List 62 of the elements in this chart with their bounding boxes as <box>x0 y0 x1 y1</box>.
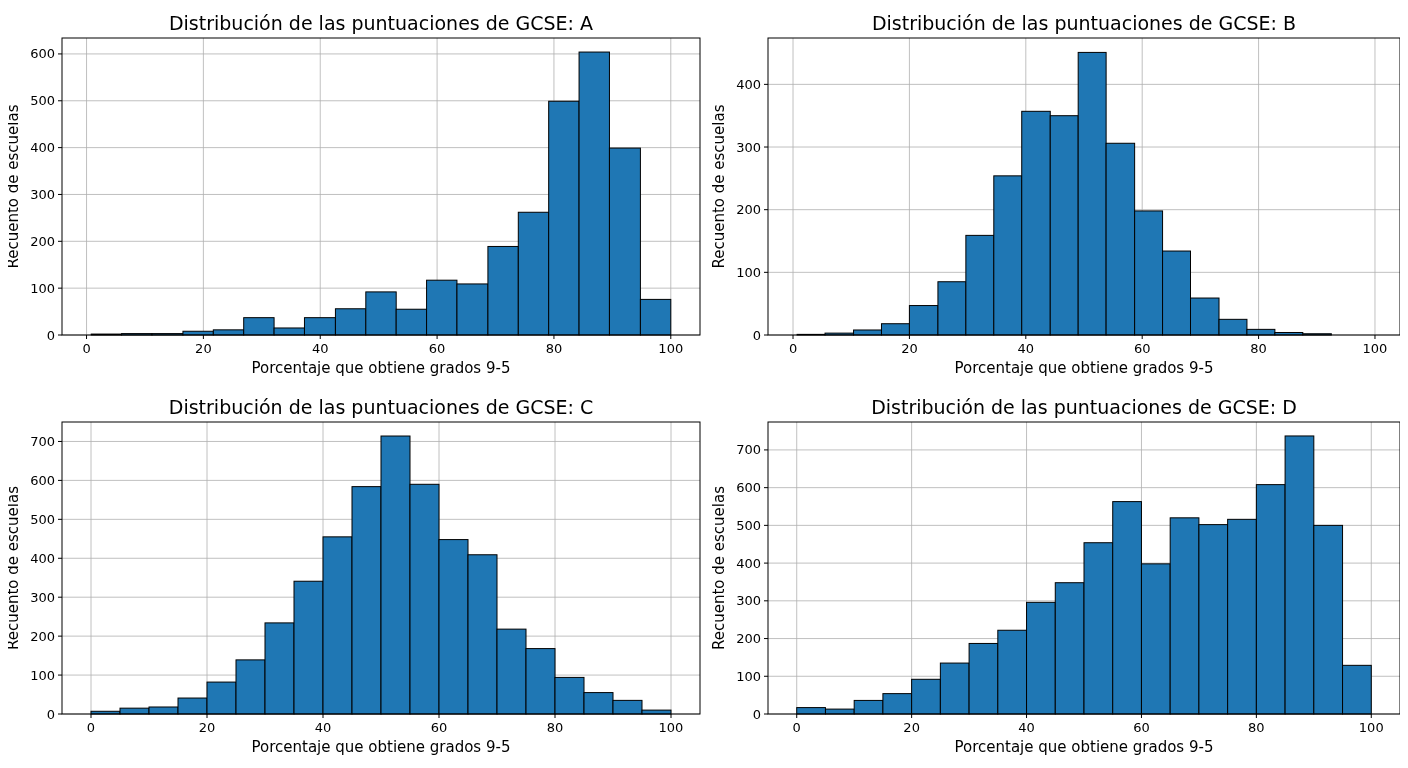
chart-title: Distribución de las puntuaciones de GCSE: D <box>871 396 1297 418</box>
x-axis-title: Porcentaje que obtiene grados 9-5 <box>954 359 1214 377</box>
x-tick-label: 0 <box>788 341 798 356</box>
x-tick-label: 0 <box>86 720 96 735</box>
y-tick-label: 300 <box>736 139 761 155</box>
x-tick-label: 80 <box>1248 720 1265 735</box>
y-tick-label: 600 <box>30 46 55 62</box>
y-tick-label: 100 <box>30 280 55 296</box>
x-axis-title: Porcentaje que obtiene grados 9-5 <box>251 738 511 756</box>
y-tick-label: 300 <box>30 186 55 202</box>
y-tick-label: 200 <box>30 233 55 249</box>
x-axis-title: Porcentaje que obtiene grados 9-5 <box>954 738 1214 756</box>
y-tick-label: 500 <box>30 93 55 109</box>
y-tick-label: 400 <box>30 140 55 156</box>
y-tick-label: 200 <box>30 628 55 644</box>
y-tick-label: 0 <box>46 706 55 722</box>
y-tick-label: 700 <box>736 442 761 458</box>
x-tick-label: 80 <box>546 720 564 735</box>
x-axis-title: Porcentaje que obtiene grados 9-5 <box>251 359 511 377</box>
x-tick-label: 80 <box>545 341 563 356</box>
chart-title: Distribución de las puntuaciones de GCSE: C <box>168 396 594 418</box>
x-tick-label: 20 <box>903 720 920 735</box>
chart-title: Distribución de las puntuaciones de GCSE: A <box>168 12 594 34</box>
x-tick-label: 80 <box>1250 341 1267 356</box>
y-tick-label: 400 <box>736 76 761 92</box>
y-tick-label: 600 <box>736 480 761 496</box>
x-tick-label: 40 <box>314 720 332 735</box>
x-tick-label: 20 <box>195 341 212 356</box>
x-tick-label: 60 <box>428 341 446 356</box>
y-tick-label: 500 <box>736 517 761 533</box>
x-tick-label: 60 <box>430 720 448 735</box>
x-tick-label: 100 <box>1362 341 1388 356</box>
y-tick-label: 0 <box>752 706 761 722</box>
y-tick-label: 100 <box>736 668 761 684</box>
x-tick-label: 20 <box>198 720 216 735</box>
y-tick-label: 600 <box>30 472 55 488</box>
x-tick-label: 100 <box>658 341 684 356</box>
chart-title: Distribución de las puntuaciones de GCSE: B <box>871 12 1297 34</box>
x-tick-label: 40 <box>1018 720 1035 735</box>
y-tick-label: 0 <box>752 327 761 343</box>
x-tick-label: 40 <box>311 341 329 356</box>
x-tick-label: 40 <box>1017 341 1035 356</box>
y-tick-label: 200 <box>736 631 761 647</box>
y-axis-title: Recuento de escuelas <box>710 104 728 269</box>
y-tick-label: 400 <box>736 555 761 571</box>
y-axis-title: Recuento de escuelas <box>710 485 728 651</box>
x-tick-label: 0 <box>82 341 91 356</box>
y-tick-label: 200 <box>736 202 761 218</box>
y-tick-label: 700 <box>30 433 55 449</box>
y-tick-label: 300 <box>30 589 55 605</box>
x-tick-label: 20 <box>901 341 918 356</box>
x-tick-label: 100 <box>658 720 684 735</box>
y-tick-label: 300 <box>736 593 761 609</box>
x-tick-label: 60 <box>1133 720 1150 735</box>
y-tick-label: 100 <box>30 667 55 683</box>
x-tick-label: 0 <box>792 720 801 735</box>
y-tick-label: 500 <box>30 511 55 527</box>
x-tick-label: 100 <box>1358 720 1384 735</box>
y-tick-label: 0 <box>46 327 55 343</box>
y-tick-label: 400 <box>30 550 55 566</box>
y-tick-label: 100 <box>736 264 761 280</box>
x-tick-label: 60 <box>1133 341 1151 356</box>
